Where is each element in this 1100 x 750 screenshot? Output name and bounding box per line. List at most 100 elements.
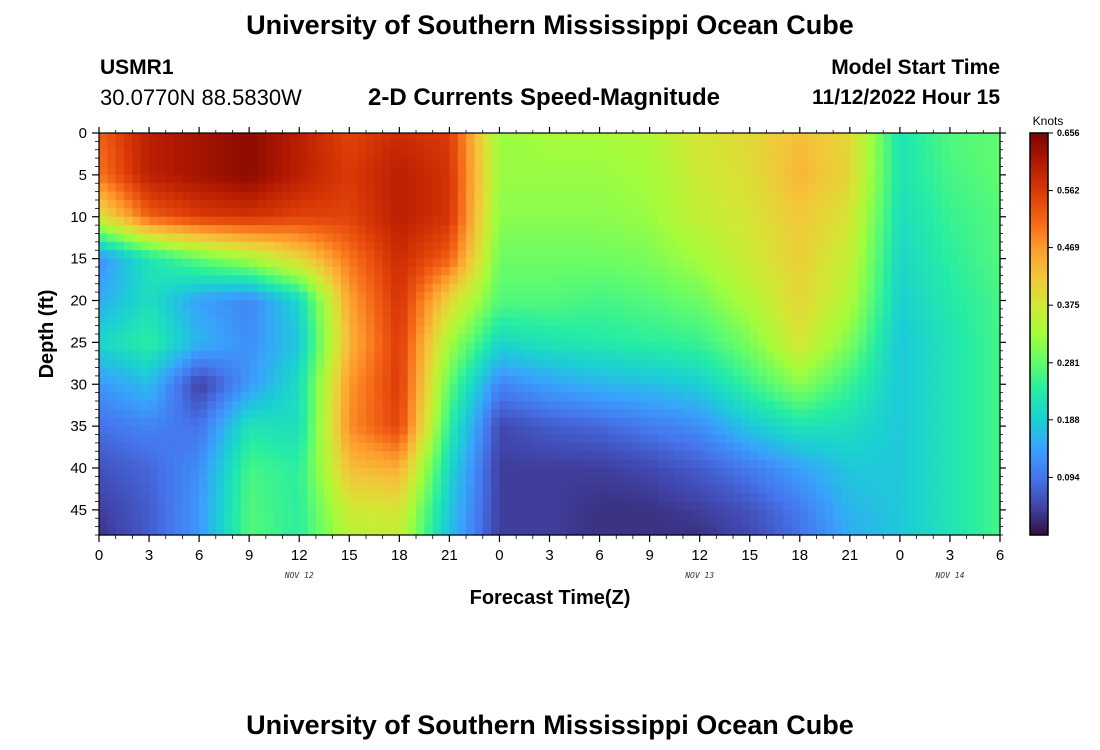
heatmap-cell (991, 158, 1001, 168)
heatmap-cell (582, 308, 592, 318)
heatmap-cell (165, 267, 175, 276)
heatmap-cell (749, 493, 759, 503)
heatmap-cell (974, 233, 984, 243)
heatmap-cell (265, 359, 275, 369)
heatmap-cell (966, 484, 976, 494)
heatmap-cell (674, 325, 684, 335)
heatmap-cell (240, 375, 250, 385)
heatmap-cell (716, 409, 726, 419)
heatmap-cell (983, 342, 993, 352)
heatmap-cell (774, 484, 784, 494)
heatmap-cell (482, 442, 492, 452)
heatmap-cell (582, 434, 592, 444)
heatmap-cell (908, 409, 918, 419)
heatmap-cell (607, 401, 617, 410)
heatmap-cell (816, 292, 826, 302)
heatmap-cell (666, 317, 676, 327)
heatmap-cell (516, 409, 526, 419)
heatmap-cell (349, 384, 359, 394)
heatmap-cell (874, 174, 884, 184)
heatmap-cell (182, 384, 192, 394)
heatmap-cell (524, 225, 534, 235)
heatmap-cell (199, 275, 209, 285)
heatmap-cell (933, 241, 943, 251)
heatmap-cell (958, 141, 968, 151)
heatmap-cell (382, 317, 392, 327)
heatmap-cell (582, 208, 592, 218)
heatmap-cell (541, 476, 551, 486)
heatmap-cell (924, 367, 934, 377)
heatmap-cell (699, 359, 709, 369)
heatmap-cell (599, 241, 609, 251)
heatmap-cell (374, 283, 384, 293)
heatmap-cell (299, 484, 309, 494)
heatmap-cell (232, 476, 242, 486)
heatmap-cell (883, 158, 893, 168)
heatmap-cell (858, 493, 868, 503)
heatmap-cell (849, 392, 859, 402)
heatmap-cell (399, 501, 409, 511)
heatmap-cell (224, 166, 234, 176)
heatmap-cell (390, 208, 400, 218)
heatmap-cell (157, 233, 167, 243)
heatmap-cell (516, 417, 526, 427)
heatmap-cell (257, 484, 267, 494)
heatmap-cell (290, 283, 300, 293)
heatmap-cell (733, 183, 742, 193)
heatmap-cell (741, 191, 751, 201)
heatmap-cell (749, 166, 759, 176)
heatmap-cell (741, 442, 751, 452)
heatmap-cell (991, 417, 1001, 427)
heatmap-cell (708, 174, 717, 184)
heatmap-cell (115, 141, 125, 151)
heatmap-cell (491, 133, 501, 142)
heatmap-cell (607, 484, 617, 494)
heatmap-cell (349, 183, 359, 193)
heatmap-cell (115, 149, 125, 159)
heatmap-cell (924, 434, 934, 444)
heatmap-cell (699, 233, 709, 243)
heatmap-cell (99, 334, 108, 343)
heatmap-cell (966, 409, 976, 419)
heatmap-cell (599, 334, 609, 343)
heatmap-cell (491, 375, 501, 385)
heatmap-cell (99, 174, 108, 184)
heatmap-cell (924, 392, 934, 402)
heatmap-cell (399, 225, 409, 235)
heatmap-cell (899, 426, 909, 436)
heatmap-cell (691, 267, 701, 276)
heatmap-cell (115, 468, 125, 477)
heatmap-cell (858, 342, 868, 352)
heatmap-cell (249, 308, 259, 318)
heatmap-cell (257, 174, 267, 184)
heatmap-cell (557, 275, 567, 285)
heatmap-cell (265, 342, 275, 352)
heatmap-cell (441, 493, 450, 503)
heatmap-cell (491, 476, 501, 486)
heatmap-cell (966, 350, 976, 360)
heatmap-cell (407, 442, 417, 452)
heatmap-cell (666, 241, 676, 251)
heatmap-cell (799, 401, 809, 410)
heatmap-cell (657, 375, 667, 385)
heatmap-cell (874, 149, 884, 159)
heatmap-cell (666, 200, 676, 209)
heatmap-cell (307, 384, 317, 394)
heatmap-cell (224, 292, 234, 302)
heatmap-cell (699, 141, 709, 151)
heatmap-cell (666, 442, 676, 452)
heatmap-cell (674, 392, 684, 402)
heatmap-cell (174, 191, 184, 201)
heatmap-cell (190, 308, 200, 318)
heatmap-cell (666, 191, 676, 201)
heatmap-cell (290, 459, 300, 469)
heatmap-cell (641, 183, 651, 193)
heatmap-cell (691, 292, 701, 302)
heatmap-cell (424, 233, 434, 243)
heatmap-cell (441, 375, 450, 385)
heatmap-cell (557, 241, 567, 251)
heatmap-cell (632, 133, 642, 142)
heatmap-cell (691, 484, 701, 494)
heatmap-cell (232, 468, 242, 477)
heatmap-cell (99, 476, 108, 486)
